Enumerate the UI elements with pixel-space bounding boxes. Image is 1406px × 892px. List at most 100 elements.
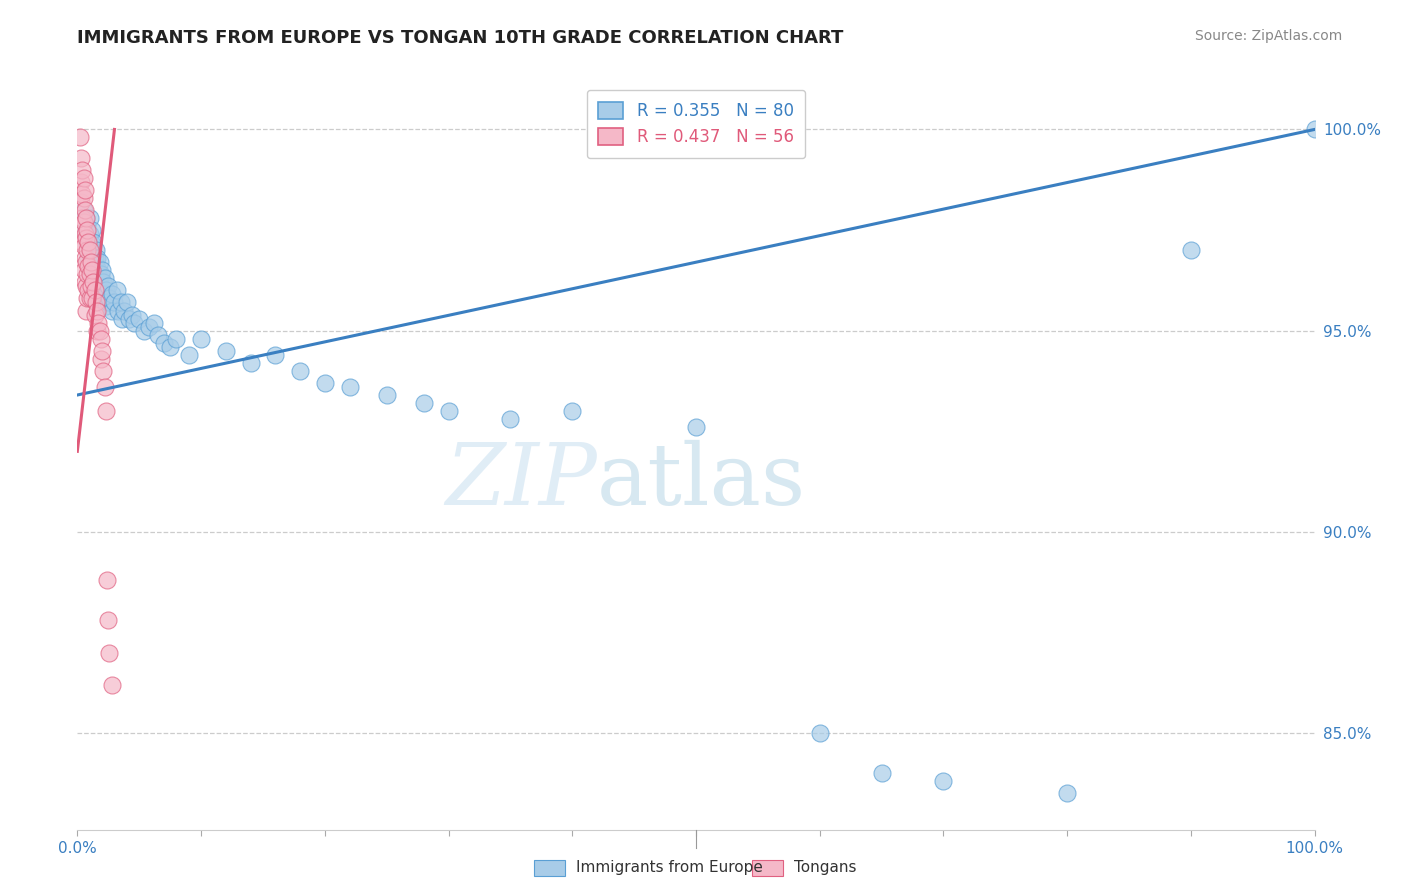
Text: ZIP: ZIP	[446, 441, 598, 523]
Point	[83, 308, 105, 322]
Point	[76, 268, 98, 282]
Point	[118, 311, 141, 326]
Point	[89, 271, 111, 285]
Point	[111, 311, 134, 326]
Point	[90, 268, 112, 282]
Point	[73, 251, 96, 265]
Point	[76, 235, 98, 249]
Point	[288, 364, 311, 378]
Point	[80, 251, 103, 265]
Point	[143, 316, 166, 330]
Point	[72, 211, 94, 225]
Point	[93, 380, 115, 394]
Point	[82, 235, 104, 249]
Point	[83, 268, 105, 282]
Point	[808, 726, 831, 740]
Point	[76, 223, 98, 237]
Point	[94, 284, 117, 298]
Point	[80, 255, 103, 269]
Point	[86, 268, 108, 282]
Point	[72, 162, 94, 177]
Text: Tongans: Tongans	[794, 861, 856, 875]
Point	[80, 279, 103, 293]
Point	[101, 287, 124, 301]
Point	[115, 295, 138, 310]
Point	[77, 284, 100, 298]
Point	[101, 678, 124, 692]
Point	[75, 231, 97, 245]
Text: IMMIGRANTS FROM EUROPE VS TONGAN 10TH GRADE CORRELATION CHART: IMMIGRANTS FROM EUROPE VS TONGAN 10TH GR…	[77, 29, 844, 46]
Point	[73, 227, 96, 241]
Point	[870, 766, 893, 780]
Point	[70, 194, 93, 209]
Point	[79, 263, 101, 277]
Point	[77, 235, 100, 249]
Point	[97, 295, 120, 310]
Point	[77, 259, 100, 273]
Point	[87, 316, 110, 330]
Point	[73, 276, 96, 290]
Point	[82, 255, 104, 269]
Point	[72, 235, 94, 249]
Point	[82, 292, 104, 306]
Point	[190, 332, 212, 346]
Point	[89, 324, 111, 338]
Point	[84, 284, 107, 298]
Point	[165, 332, 187, 346]
Point	[75, 211, 97, 225]
Point	[239, 356, 262, 370]
Point	[91, 263, 114, 277]
Point	[72, 170, 94, 185]
Point	[932, 774, 955, 789]
Point	[215, 343, 238, 358]
Point	[72, 202, 94, 217]
Point	[93, 287, 115, 301]
Point	[76, 292, 98, 306]
Point	[314, 376, 336, 390]
Point	[73, 183, 96, 197]
Text: Immigrants from Europe: Immigrants from Europe	[576, 861, 763, 875]
Point	[110, 295, 132, 310]
Point	[82, 223, 104, 237]
Point	[72, 186, 94, 201]
Point	[72, 223, 94, 237]
Point	[76, 243, 98, 257]
Point	[128, 311, 150, 326]
Point	[70, 219, 93, 233]
Point	[94, 300, 117, 314]
Point	[82, 276, 104, 290]
Point	[75, 255, 97, 269]
Point	[76, 219, 98, 233]
Point	[70, 151, 93, 165]
Point	[79, 292, 101, 306]
Point	[84, 259, 107, 273]
Point	[75, 303, 97, 318]
Point	[375, 388, 398, 402]
Point	[89, 255, 111, 269]
Point	[86, 303, 108, 318]
Point	[339, 380, 361, 394]
Point	[86, 251, 108, 265]
Point	[75, 279, 97, 293]
Point	[1180, 243, 1202, 257]
Point	[82, 268, 104, 282]
Point	[97, 279, 120, 293]
Point	[134, 324, 156, 338]
Point	[79, 268, 101, 282]
Point	[79, 243, 101, 257]
Point	[84, 243, 107, 257]
Point	[138, 319, 160, 334]
Point	[79, 243, 101, 257]
Point	[83, 251, 105, 265]
Point	[121, 308, 143, 322]
Point	[437, 404, 460, 418]
Point	[72, 263, 94, 277]
Point	[103, 295, 125, 310]
Point	[87, 263, 110, 277]
Legend: R = 0.355   N = 80, R = 0.437   N = 56: R = 0.355 N = 80, R = 0.437 N = 56	[586, 90, 806, 158]
Point	[72, 215, 94, 229]
Point	[499, 412, 522, 426]
Point	[82, 263, 104, 277]
Point	[70, 175, 93, 189]
Point	[122, 316, 145, 330]
